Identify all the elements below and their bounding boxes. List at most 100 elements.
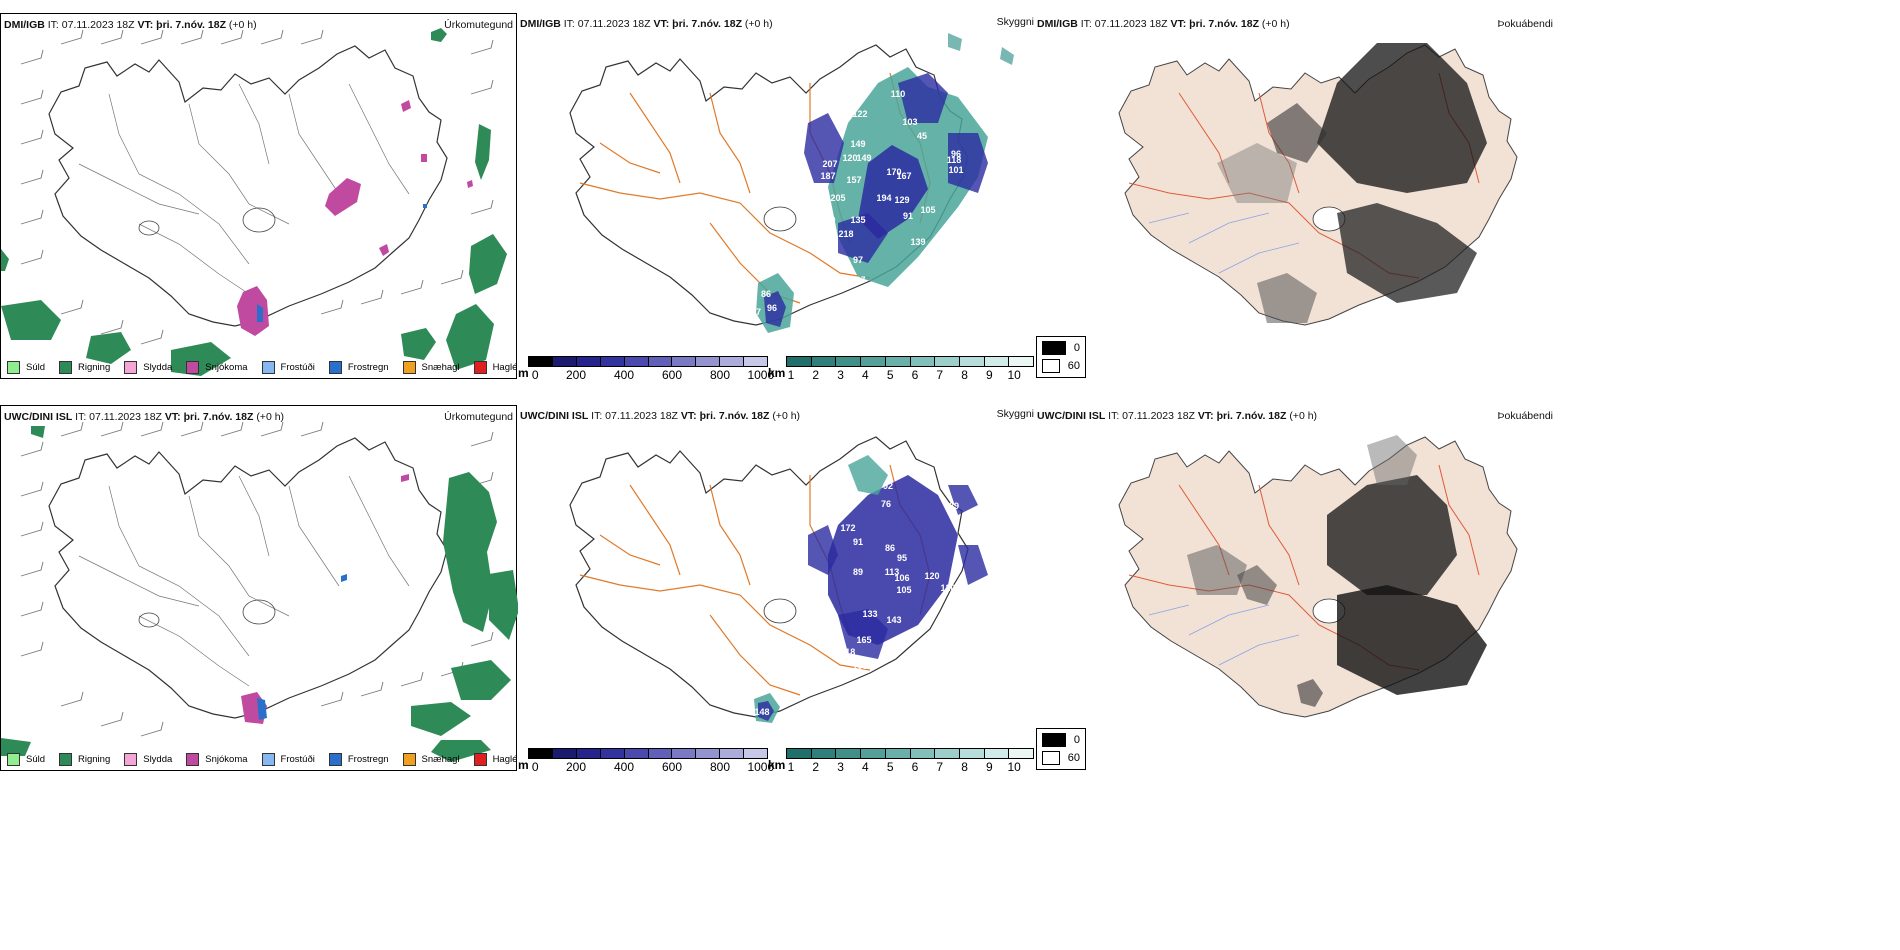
legend-label: Snæhagl — [421, 754, 460, 765]
legend-swatch — [1042, 751, 1060, 765]
legend-label: Snæhagl — [421, 362, 460, 373]
fog-index-label: Þokuábendi — [1497, 410, 1553, 422]
tick-label: 6 — [911, 368, 919, 382]
visibility-colorbar: 1 2 3 4 5 6 7 8 9 10 — [786, 748, 1034, 774]
cloud-base-value: 110 — [891, 89, 906, 99]
cloud-base-value: 170 — [886, 167, 901, 177]
tick-label: 5 — [886, 368, 894, 382]
legend-label: Slydda — [143, 362, 173, 373]
fog-index-areas — [1187, 435, 1487, 707]
tick-label: 200 — [565, 368, 587, 382]
legend-swatch — [261, 361, 275, 374]
legend-swatch — [402, 361, 416, 374]
legend-label: 60 — [1067, 752, 1080, 764]
legend-swatch — [186, 753, 200, 766]
cloud-base-value: 218 — [838, 229, 853, 239]
legend-item: Haglél — [473, 361, 520, 374]
cloud-base-value: 120 — [940, 583, 955, 593]
legend-label: Súld — [26, 362, 46, 373]
cloud-base-value: 120 — [924, 571, 939, 581]
cloud-base-value: 143 — [886, 615, 901, 625]
legend-item: Frostregn — [328, 753, 389, 766]
fog-panel-bottom: UWC/DINI ISL IT: 07.11.2023 18Z VT: þri.… — [1037, 405, 1553, 771]
cloud-base-value: 172 — [840, 523, 855, 533]
legend-swatch — [261, 753, 275, 766]
tick-label: 400 — [613, 368, 635, 382]
visibility-label: Skyggni — [996, 16, 1034, 28]
valid-time-label: VT: — [653, 18, 670, 30]
cloud-base-value: 187 — [820, 171, 835, 181]
visibility-unit: km — [768, 366, 786, 380]
tick-label: 9 — [986, 368, 993, 382]
cloud-base-value: 92 — [883, 481, 893, 491]
cloud-base-value: 89 — [853, 567, 863, 577]
colorbar-strip — [786, 748, 1034, 759]
legend-item: Snjókoma — [186, 361, 248, 374]
tick-label: 10 — [1007, 368, 1021, 382]
tick-label: 0 — [531, 368, 539, 382]
model-name: DMI/IGB — [520, 18, 561, 30]
fog-index-label: Þokuábendi — [1497, 18, 1553, 30]
legend-swatch — [1042, 733, 1066, 747]
fog-legend-top: 0 60 — [1036, 336, 1086, 378]
cloud-base-value: 86 — [761, 289, 771, 299]
cloud-base-value: 139 — [910, 237, 925, 247]
tick-label: 1 — [787, 368, 795, 382]
fog-title: DMI/IGB IT: 07.11.2023 18Z VT: þri. 7.nó… — [1037, 18, 1290, 30]
tick-label: 1000 — [747, 760, 775, 774]
cloud-base-value: 118 — [947, 155, 962, 165]
tick-label: 800 — [709, 368, 731, 382]
legend-label: Slydda — [143, 754, 173, 765]
cloud-base-value: 101 — [948, 165, 963, 175]
cloud-base-value: 135 — [850, 215, 865, 225]
tick-label: 7 — [936, 760, 944, 774]
colorbar-strip — [528, 748, 768, 759]
legend-label: Rigning — [78, 362, 111, 373]
cloud-base-value: 120 — [842, 153, 857, 163]
issue-time: IT: 07.11.2023 18Z — [47, 19, 135, 31]
cloud-base-value: 103 — [902, 117, 917, 127]
cloud-base-value: 105 — [896, 585, 911, 595]
legend-item: 0 — [1042, 733, 1080, 747]
tick-label: 8 — [961, 368, 968, 382]
tick-label: 800 — [709, 760, 731, 774]
cloud-base-unit: m — [518, 758, 529, 772]
offset: (+0 h) — [1289, 410, 1318, 422]
precip-panel-top: DMI/IGB IT: 07.11.2023 18Z VT: þri. 7.nó… — [0, 13, 520, 379]
legend-label: Haglél — [492, 754, 520, 765]
cloud-base-value: 106 — [894, 573, 909, 583]
legend-item: Rigning — [59, 753, 110, 766]
legend-label: Frostúði — [280, 362, 315, 373]
valid-time-label: VT: — [137, 19, 154, 31]
cloud-base-value: 205 — [830, 193, 845, 203]
offset: (+0 h) — [228, 19, 257, 31]
valid-time: þri. 7.nóv. 18Z — [183, 411, 254, 423]
legend-swatch — [402, 753, 416, 766]
tick-label: 1 — [787, 760, 795, 774]
valid-time: þri. 7.nóv. 18Z — [699, 410, 770, 422]
cloud-base-value: 194 — [876, 193, 891, 203]
legend-label: Frostregn — [347, 754, 389, 765]
legend-item: Frostúði — [261, 753, 315, 766]
cloud-base-value: 207 — [822, 159, 837, 169]
model-name: DMI/IGB — [1037, 18, 1078, 30]
tick-label: 1000 — [747, 368, 775, 382]
colorbar-strip — [786, 356, 1034, 367]
tick-label: 7 — [936, 368, 944, 382]
cloud-base-colorbar: 0 200 400 600 800 1000 — [528, 748, 774, 774]
precip-title: UWC/DINI ISL IT: 07.11.2023 18Z VT: þri.… — [4, 411, 284, 423]
tick-label: 10 — [1007, 760, 1021, 774]
cloud-base-unit: m — [518, 366, 529, 380]
precip-type-label: Úrkomutegund — [444, 411, 513, 423]
legend-label: 0 — [1073, 342, 1080, 354]
model-name: DMI/IGB — [4, 19, 45, 31]
cloud-base-value: 45 — [917, 131, 927, 141]
precip-type-label: Úrkomutegund — [444, 19, 513, 31]
legend-swatch — [328, 753, 342, 766]
legend-item: 60 — [1042, 751, 1080, 765]
legend-item: 60 — [1042, 359, 1080, 373]
cloud-base-value: 140 — [820, 215, 835, 225]
cloud-base-value: 96 — [767, 303, 777, 313]
precip-title: DMI/IGB IT: 07.11.2023 18Z VT: þri. 7.nó… — [4, 19, 257, 31]
